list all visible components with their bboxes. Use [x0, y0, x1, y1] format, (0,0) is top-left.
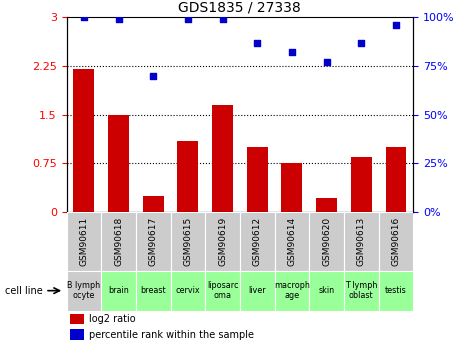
Bar	[74, 69, 94, 212]
Point	[288, 50, 295, 55]
Text: liposarc
oma: liposarc oma	[207, 281, 238, 300]
Point	[323, 59, 331, 65]
Bar	[240, 212, 275, 271]
Text: B lymph
ocyte: B lymph ocyte	[67, 281, 100, 300]
Text: GSM90615: GSM90615	[183, 217, 192, 266]
Text: log2 ratio: log2 ratio	[89, 314, 136, 324]
Bar	[108, 115, 129, 212]
Bar	[309, 212, 344, 271]
Bar	[101, 212, 136, 271]
Bar	[282, 164, 302, 212]
Bar	[379, 271, 413, 310]
Bar	[143, 196, 163, 212]
Text: breast: breast	[141, 286, 166, 295]
Text: cell line: cell line	[5, 286, 42, 296]
Bar	[205, 212, 240, 271]
Bar	[379, 212, 413, 271]
Text: GSM90614: GSM90614	[287, 217, 296, 266]
Text: GSM90611: GSM90611	[79, 217, 88, 266]
Bar	[247, 147, 267, 212]
Point	[115, 17, 123, 22]
Bar	[136, 271, 171, 310]
Point	[254, 40, 261, 45]
Bar	[212, 105, 233, 212]
Bar	[70, 314, 84, 324]
Point	[218, 17, 227, 22]
Point	[184, 17, 192, 22]
Text: percentile rank within the sample: percentile rank within the sample	[89, 330, 254, 340]
Bar	[101, 271, 136, 310]
Bar	[275, 271, 309, 310]
Text: GSM90620: GSM90620	[322, 217, 331, 266]
Point	[392, 22, 400, 28]
Bar	[351, 157, 371, 212]
Bar	[66, 271, 101, 310]
Text: GSM90617: GSM90617	[149, 217, 158, 266]
Bar	[275, 212, 309, 271]
Bar	[386, 147, 406, 212]
Text: GSM90618: GSM90618	[114, 217, 123, 266]
Point	[358, 40, 365, 45]
Bar	[309, 271, 344, 310]
Text: skin: skin	[319, 286, 334, 295]
Text: GSM90616: GSM90616	[391, 217, 400, 266]
Title: GDS1835 / 27338: GDS1835 / 27338	[179, 1, 301, 15]
Text: macroph
age: macroph age	[274, 281, 310, 300]
Bar	[240, 271, 275, 310]
Text: T lymph
oblast: T lymph oblast	[345, 281, 378, 300]
Bar	[66, 212, 101, 271]
Bar	[136, 212, 171, 271]
Text: cervix: cervix	[176, 286, 200, 295]
Point	[80, 14, 88, 20]
Text: brain: brain	[108, 286, 129, 295]
Bar	[344, 271, 379, 310]
Bar	[171, 271, 205, 310]
Text: GSM90612: GSM90612	[253, 217, 262, 266]
Text: testis: testis	[385, 286, 407, 295]
Bar	[316, 198, 337, 212]
Text: liver: liver	[248, 286, 266, 295]
Bar	[205, 271, 240, 310]
Point	[149, 73, 157, 78]
Bar	[70, 329, 84, 340]
Bar	[171, 212, 205, 271]
Text: GSM90613: GSM90613	[357, 217, 366, 266]
Bar	[344, 212, 379, 271]
Text: GSM90619: GSM90619	[218, 217, 227, 266]
Bar	[178, 141, 198, 212]
